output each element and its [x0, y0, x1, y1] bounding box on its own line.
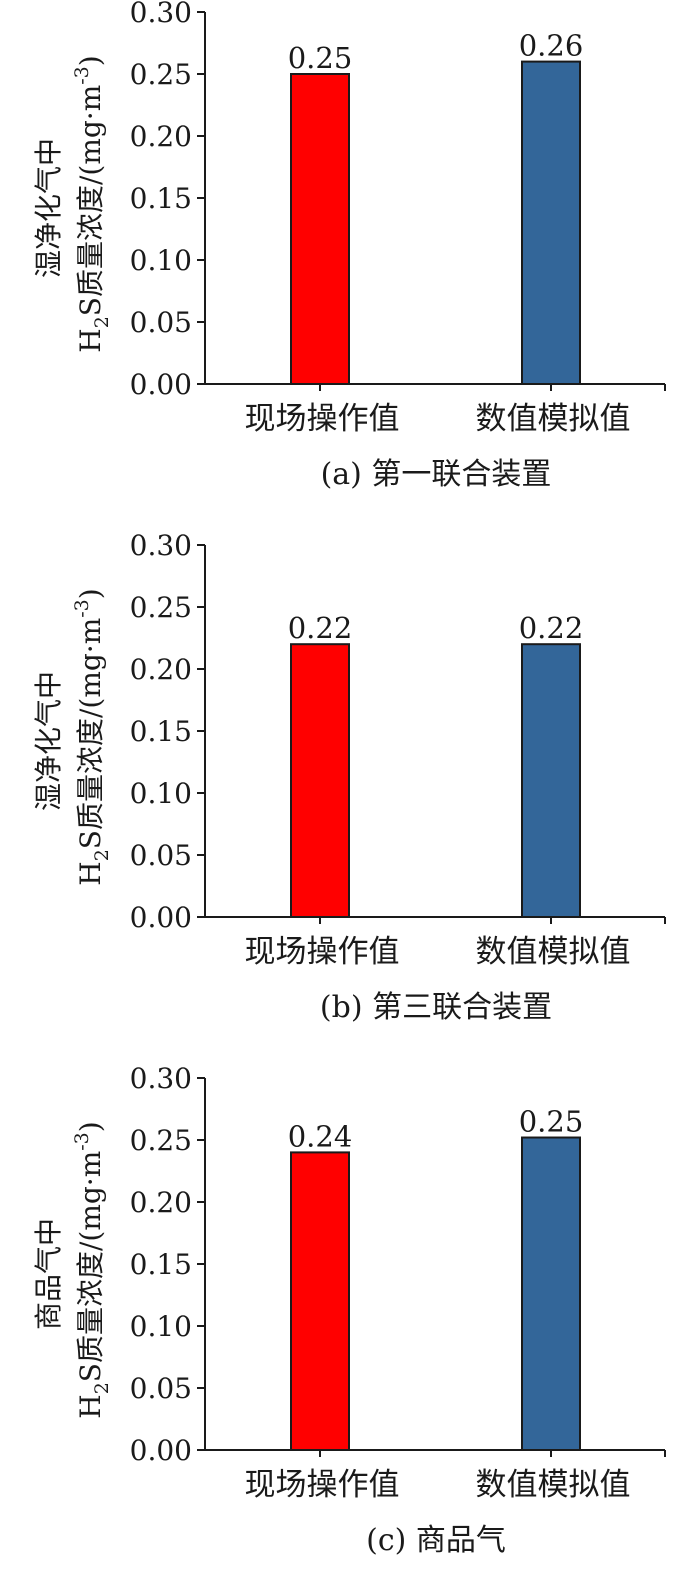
x-category-label: 数值模拟值: [476, 401, 631, 437]
y-label-unit: S质量浓度/(mg·m: [74, 1151, 107, 1382]
bar-value-label: 0.24: [288, 1119, 353, 1153]
y-tick-label: 0.20: [130, 120, 192, 153]
y-tick-label: 0.10: [130, 777, 192, 810]
y-axis-label-line1: 湿净化气中: [32, 138, 65, 278]
panel-caption: (a) 第一联合装置: [321, 457, 552, 492]
chart-panel-2: 0.00 0.05 0.10 0.15 0.20 0.25 0.30 0.24 0.25 现场操作…: [32, 1062, 666, 1558]
y-tick-label: 0.25: [130, 58, 192, 91]
y-tick-label: 0.05: [130, 1372, 192, 1405]
y-axis-label-line2: H2S质量浓度/(mg·m-3): [71, 55, 113, 352]
x-category-label: 现场操作值: [245, 401, 400, 437]
chart-panel-1: 0.00 0.05 0.10 0.15 0.20 0.25 0.30 0.22 0.22 现场操作…: [32, 529, 666, 1025]
y-tick-label: 0.05: [130, 306, 192, 339]
bar-value-label: 0.25: [519, 1105, 584, 1139]
y-label-unit: S质量浓度/(mg·m: [74, 618, 107, 849]
y-label-exponent: -3: [71, 1132, 93, 1151]
bar-value-label: 0.26: [519, 29, 584, 63]
panel-caption: (c) 商品气: [366, 1523, 506, 1558]
bar-numerical-simulation: [521, 1136, 581, 1452]
y-tick-label: 0.05: [130, 839, 192, 872]
y-label-unit: S质量浓度/(mg·m: [74, 85, 107, 316]
y-label-h: H: [74, 328, 107, 352]
chart-panel-0: 0.00 0.05 0.10 0.15 0.20 0.25 0.30 0.25 0.26 现场操作…: [32, 0, 666, 492]
y-tick-label: 0.20: [130, 653, 192, 686]
y-tick-label: 0.30: [130, 529, 192, 562]
y-label-exponent: -3: [71, 599, 93, 618]
bar-numerical-simulation: [521, 643, 581, 918]
y-tick-label: 0.10: [130, 1310, 192, 1343]
bar-value-label: 0.22: [288, 611, 353, 645]
y-label-subscript: 2: [91, 316, 113, 328]
y-label-subscript: 2: [91, 1382, 113, 1394]
y-label-h: H: [74, 861, 107, 885]
y-tick-label: 0.00: [130, 1434, 192, 1467]
bar-field-operation: [290, 1151, 350, 1452]
y-label-exponent: -3: [71, 66, 93, 85]
bar-value-label: 0.22: [519, 611, 584, 645]
y-axis-label-line2: H2S质量浓度/(mg·m-3): [71, 588, 113, 885]
x-category-label: 数值模拟值: [476, 1467, 631, 1503]
bar-value-label: 0.25: [288, 41, 353, 75]
y-tick-label: 0.00: [130, 368, 192, 401]
y-axis-label-line2: H2S质量浓度/(mg·m-3): [71, 1121, 113, 1418]
x-category-label: 数值模拟值: [476, 934, 631, 970]
y-label-close-paren: ): [74, 588, 107, 599]
y-axis-label-line1: 商品气中: [32, 1218, 65, 1330]
bar-field-operation: [290, 643, 350, 918]
y-tick-label: 0.15: [130, 715, 192, 748]
y-tick-label: 0.30: [130, 0, 192, 29]
y-label-h: H: [74, 1394, 107, 1418]
y-label-close-paren: ): [74, 55, 107, 66]
y-axis-label-line1: 湿净化气中: [32, 671, 65, 811]
y-tick-label: 0.00: [130, 901, 192, 934]
y-tick-label: 0.20: [130, 1186, 192, 1219]
bar-field-operation: [290, 73, 350, 385]
y-label-subscript: 2: [91, 849, 113, 861]
y-tick-label: 0.10: [130, 244, 192, 277]
panel-caption: (b) 第三联合装置: [320, 990, 552, 1025]
y-tick-label: 0.25: [130, 1124, 192, 1157]
y-tick-label: 0.15: [130, 182, 192, 215]
x-category-label: 现场操作值: [245, 934, 400, 970]
y-label-close-paren: ): [74, 1121, 107, 1132]
y-tick-label: 0.15: [130, 1248, 192, 1281]
bar-numerical-simulation: [521, 60, 581, 385]
y-tick-label: 0.30: [130, 1062, 192, 1095]
x-category-label: 现场操作值: [245, 1467, 400, 1503]
y-tick-label: 0.25: [130, 591, 192, 624]
